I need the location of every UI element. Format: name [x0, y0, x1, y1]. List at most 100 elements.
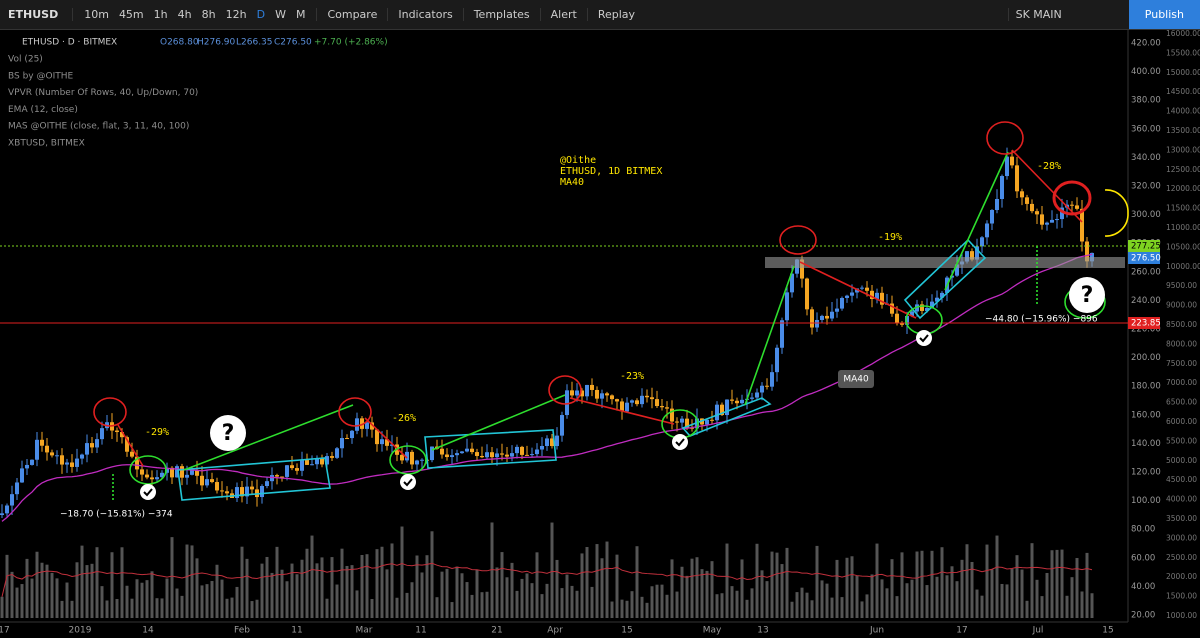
volume-bar [840, 597, 844, 618]
eth-price-label: 160.00 [1131, 410, 1161, 420]
axes: 420.00 400.00 380.00 360.00 340.00 320.00 300.… [0, 29, 1200, 636]
btc-price-label: 3000.00 [1166, 533, 1197, 542]
candle [295, 468, 299, 471]
volume-bar [480, 592, 484, 618]
volume-bar [75, 562, 79, 618]
volume-bar [450, 602, 454, 618]
intervals: 10m 45m 1h 4h 8h 12h D W M [73, 8, 316, 21]
volume-bar [565, 574, 569, 618]
candle [345, 438, 349, 440]
volume-bar [125, 585, 129, 618]
candle [1075, 205, 1079, 209]
candle [410, 451, 414, 465]
candle [660, 406, 664, 408]
candle [840, 297, 844, 309]
candle [1080, 208, 1084, 242]
volume-bar [850, 556, 854, 618]
volume-bar [530, 583, 534, 618]
toolbar-button[interactable]: Indicators [387, 8, 462, 21]
check-mark [403, 478, 413, 487]
study: XBTUSD, BITMEX [8, 139, 85, 149]
candle [1025, 197, 1029, 204]
interval[interactable]: 8h [201, 8, 216, 21]
interval[interactable]: 1h [153, 8, 168, 21]
candle [320, 458, 324, 465]
btc-price-label: 11000.00 [1166, 223, 1200, 232]
volume-bar [600, 558, 604, 618]
volume-bar [245, 558, 249, 618]
check-icon [400, 474, 416, 490]
percent: -28% [1037, 161, 1061, 172]
volume-bar [230, 597, 234, 618]
candle [995, 198, 999, 211]
candle [815, 319, 819, 328]
interval[interactable]: 12h [225, 8, 247, 21]
volume-bar [845, 557, 849, 618]
volume-bar [740, 559, 744, 618]
volume-bar [775, 552, 779, 618]
volume-bar [15, 587, 19, 618]
price-badge-label: 276.50 [1131, 254, 1161, 264]
btc-price-label: 13000.00 [1166, 145, 1200, 154]
candle [225, 491, 229, 494]
candle [690, 427, 694, 429]
volume-bar [440, 571, 444, 618]
circle [338, 397, 372, 427]
volume-bar [885, 588, 889, 618]
interval[interactable]: D [256, 8, 266, 21]
candle [1020, 191, 1024, 198]
toolbar-button[interactable]: Templates [462, 8, 540, 21]
volume-bar [315, 563, 319, 618]
candle [705, 419, 709, 425]
toolbar-button[interactable]: Compare [316, 8, 387, 21]
symbol[interactable]: ETHUSD [0, 8, 74, 21]
candle [10, 494, 14, 506]
interval[interactable]: 4h [177, 8, 192, 21]
volume-bar [635, 546, 639, 618]
volume-bar [35, 551, 39, 618]
candle [615, 399, 619, 402]
volume-bar [375, 549, 379, 618]
candle [1070, 204, 1074, 206]
volume-bar [385, 569, 389, 618]
volume-bar [935, 576, 939, 618]
eth-price-label: 360.00 [1131, 124, 1161, 134]
volume-bar [710, 561, 714, 618]
volume-bar [420, 572, 424, 618]
candle [810, 309, 814, 328]
candle [930, 301, 934, 308]
toolbar-button[interactable]: Replay [586, 8, 645, 21]
eth-price-label: 420.00 [1131, 39, 1161, 49]
candle [480, 455, 484, 458]
volume-bar [180, 595, 184, 618]
candle [865, 287, 869, 291]
candle [985, 223, 989, 238]
candle [135, 456, 139, 470]
volume-bar [615, 554, 619, 618]
volume-bar [560, 588, 564, 618]
volume-bar [215, 564, 219, 618]
btc-price-label: 4500.00 [1166, 475, 1197, 484]
candle [45, 445, 49, 453]
volume-bar [715, 594, 719, 618]
candle [155, 477, 159, 480]
candle [165, 467, 169, 473]
btc-price-label: 9000.00 [1166, 301, 1197, 310]
interval[interactable]: W [275, 8, 286, 21]
volume-bar [115, 599, 119, 618]
publish-button[interactable]: Publish [1128, 0, 1200, 29]
candle [550, 438, 554, 447]
volume-bar [630, 591, 634, 618]
interval[interactable]: 45m [118, 8, 144, 21]
layout[interactable]: SK MAIN [1007, 8, 1069, 21]
candle [290, 465, 294, 469]
volume-bar [685, 575, 689, 618]
candle [210, 479, 214, 483]
chart-bg [0, 30, 1200, 638]
interval[interactable]: 10m [84, 8, 109, 21]
circle [986, 121, 1024, 155]
candle [310, 464, 314, 466]
interval[interactable]: M [295, 8, 306, 21]
volume-bar [655, 584, 659, 618]
toolbar-button[interactable]: Alert [539, 8, 587, 21]
